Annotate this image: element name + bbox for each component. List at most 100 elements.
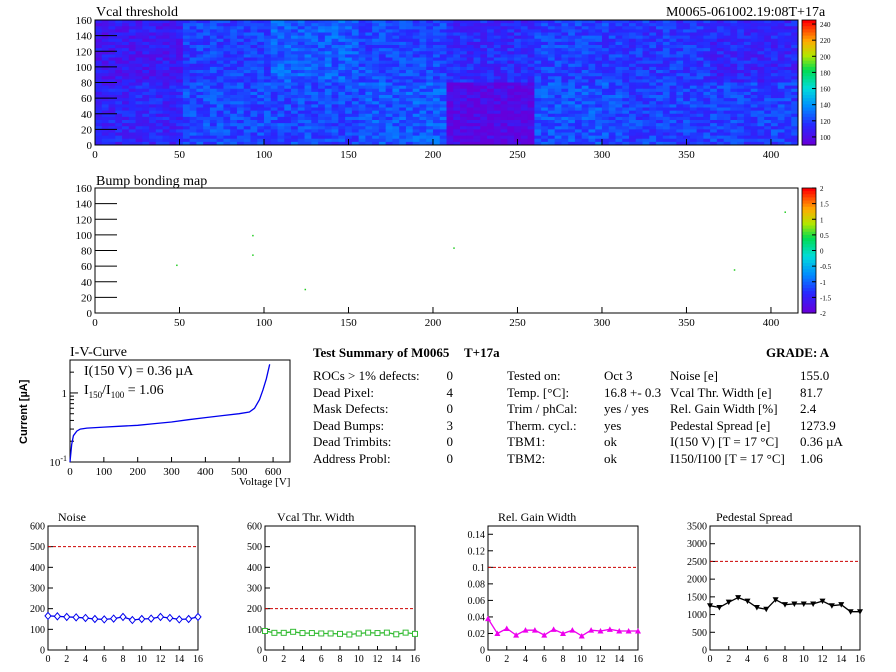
vcal-map-cell xyxy=(189,110,197,115)
vcal-map-cell xyxy=(723,141,731,146)
vcal-map-cell xyxy=(743,70,752,74)
vcal-map-cell xyxy=(176,48,184,52)
vcal-map-cell xyxy=(318,57,326,62)
vcal-map-cell xyxy=(101,123,109,127)
vcal-map-cell xyxy=(588,95,596,99)
vcal-map-cell xyxy=(656,88,664,93)
vcal-map-cell xyxy=(561,132,569,137)
vcal-map-cell xyxy=(405,82,414,87)
vcal-map-cell xyxy=(635,63,643,68)
vcal-map-cell xyxy=(750,88,758,93)
vcal-map-cell xyxy=(473,101,481,105)
vcal-map-cell xyxy=(331,95,339,99)
vcal-map-cell xyxy=(757,85,765,90)
vcal-map-cell xyxy=(561,85,569,90)
vcal-map-cell xyxy=(203,54,211,58)
vcal-map-cell xyxy=(345,113,353,118)
vcal-map-cell xyxy=(372,95,380,99)
vcal-map-cell xyxy=(574,113,583,118)
vcal-map-cell xyxy=(270,116,278,121)
vcal-map-cell xyxy=(547,51,556,55)
vcal-map-cell xyxy=(338,38,346,43)
vcal-map-cell xyxy=(324,126,332,130)
vcal-map-cell xyxy=(629,70,637,74)
vcal-map-cell xyxy=(784,126,792,130)
vcal-map-cell xyxy=(764,101,772,105)
vcal-map-cell xyxy=(95,88,103,93)
vcal-map-cell xyxy=(642,88,650,93)
vcal-map-cell xyxy=(128,126,136,130)
vcal-map-cell xyxy=(710,63,718,68)
vcal-map-cell xyxy=(439,120,447,124)
vcal-map-cell xyxy=(149,51,157,55)
vcal-map-cell xyxy=(683,98,691,102)
vcal-map-cell xyxy=(710,91,718,96)
vcal-map-cell xyxy=(460,79,468,83)
vcal-map-cell xyxy=(635,129,643,133)
vcal-map-cell xyxy=(142,20,150,24)
vcal-map-cell xyxy=(304,113,312,118)
vcal-map-cell xyxy=(419,51,427,55)
vcal-map-cell xyxy=(108,82,116,87)
vcal-map-cell xyxy=(189,79,197,83)
vcal-map-cell xyxy=(689,35,698,40)
vcal-map-cell xyxy=(365,88,373,93)
vcal-map-cell xyxy=(520,98,529,102)
vcal-map-cell xyxy=(561,45,569,49)
vcal-map-cell xyxy=(615,54,623,58)
pedestal-ytick-label: 2000 xyxy=(687,575,707,586)
pedestal-ytick-label: 3500 xyxy=(687,522,707,533)
vcal-map-scale-band xyxy=(802,57,816,62)
vcal-map-cell xyxy=(203,135,211,140)
vcal-map-cell xyxy=(656,123,664,127)
bump-map-scale-band xyxy=(802,272,816,277)
vcal-map-cell xyxy=(385,107,393,112)
vcal-map-cell xyxy=(277,70,285,74)
vcal-map-cell xyxy=(710,38,718,43)
vcal-map-cell xyxy=(426,141,434,146)
iv-ratio-label: I150/I100 = 1.06 xyxy=(84,383,164,400)
pedestal-point xyxy=(819,598,826,605)
vcal-map-cell xyxy=(412,98,420,102)
vcal-map-cell xyxy=(331,35,339,40)
vcal-map-cell xyxy=(520,113,529,118)
vcal-map-cell xyxy=(169,57,177,62)
vcal-map-cell xyxy=(608,48,616,52)
vcal-map-cell xyxy=(270,126,278,130)
vcal-map-cell xyxy=(230,38,238,43)
vcal-map-cell xyxy=(108,129,116,133)
vcal-map-cell xyxy=(263,73,272,77)
vcal-map-cell xyxy=(784,26,792,30)
vcal-map-cell xyxy=(392,107,400,112)
vcal-map-cell xyxy=(372,138,380,143)
vcal-map-cell xyxy=(716,138,725,143)
vcal-map-cell xyxy=(723,54,731,58)
vcal-map-cell xyxy=(507,88,515,93)
vcal-map-cell xyxy=(351,54,360,58)
vcal-map-cell xyxy=(743,110,752,115)
vcal-map-cell xyxy=(493,45,501,49)
vcal-map-cell xyxy=(142,132,150,137)
vcal-map-cell xyxy=(743,126,752,130)
vcal-map-cell xyxy=(223,135,231,140)
vcal-map-cell xyxy=(757,70,765,74)
vcal-map-cell xyxy=(338,35,346,40)
gain-width-xtick-label: 6 xyxy=(542,654,547,665)
vcal-map-cell xyxy=(656,110,664,115)
vcal-map-cell xyxy=(304,20,312,24)
vcal-map-cell xyxy=(277,82,285,87)
vcal-map-cell xyxy=(791,20,799,24)
vcal-map-cell xyxy=(622,38,630,43)
vcal-map-cell xyxy=(757,116,765,121)
vcal-map-cell xyxy=(182,66,191,71)
vcal-map-cell xyxy=(622,79,630,83)
vcal-map-cell xyxy=(439,110,447,115)
vcal-map-cell xyxy=(243,76,251,80)
vcal-map-cell xyxy=(176,88,184,93)
vcal-map-cell xyxy=(642,82,650,87)
vcal-map-cell xyxy=(737,60,745,65)
vcal-map-cell xyxy=(635,57,643,62)
vcal-map-cell xyxy=(520,79,529,83)
vcal-map-cell xyxy=(277,135,285,140)
vcal-map-cell xyxy=(507,63,515,68)
